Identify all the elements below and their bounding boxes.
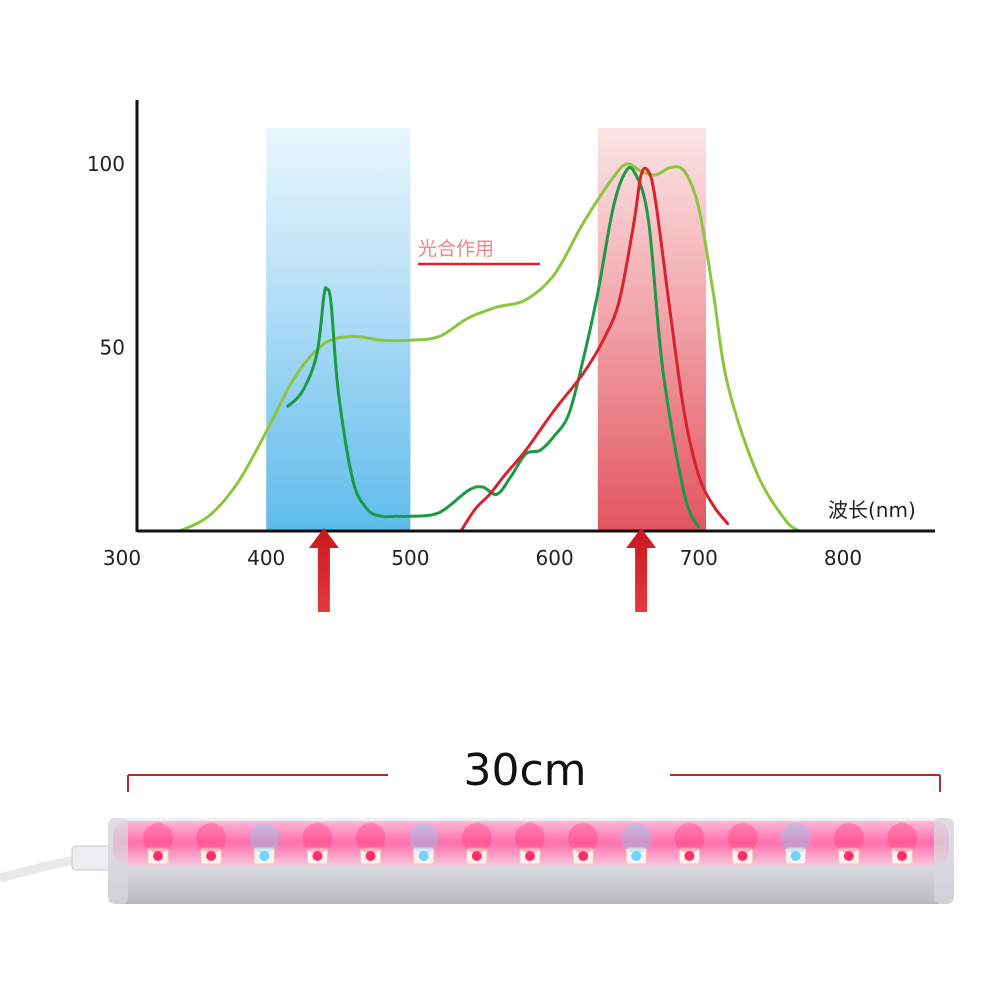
length-label: 30cm [463,745,586,796]
band-630-705 [597,128,707,531]
y-tick-label: 100 [87,152,125,176]
tube-end-right [934,818,954,904]
led-chip [249,823,280,865]
led-chip [461,823,492,865]
band-arrow [308,528,339,612]
led-row [143,823,917,865]
x-tick-labels: 300 400 500 600 700 800 [103,546,862,570]
band-400-500 [266,128,411,531]
spectrum-chart: 光合作用 100 50 300 400 500 600 700 800 波长(nm) [87,100,935,612]
series-line-1 [178,162,802,533]
band-arrows [308,528,657,612]
series-lines [178,162,802,533]
led-chip [727,823,758,865]
x-tick-label: 400 [247,546,285,570]
x-axis-label: 波长(nm) [828,498,916,522]
led-tube-image: 30cm [0,745,954,904]
led-chip [515,823,545,865]
led-chip [143,823,173,865]
tube-end-left [108,818,128,904]
led-chip [302,823,333,865]
x-tick-label: 300 [103,546,141,570]
x-tick-label: 700 [680,546,718,570]
led-chip [621,823,652,865]
led-chip [408,823,439,865]
series-line-2 [286,166,701,529]
led-chip [674,823,705,865]
x-tick-label: 600 [536,546,574,570]
band-arrow [626,528,657,612]
x-tick-label: 800 [824,546,862,570]
annotation-label: 光合作用 [418,238,494,260]
y-tick-label: 50 [100,336,125,360]
series-line-3 [459,166,730,533]
led-chip [568,823,599,865]
x-tick-label: 500 [391,546,429,570]
led-chip [780,823,811,865]
y-tick-labels: 100 50 [87,152,125,360]
led-chip [196,823,227,865]
led-chip [355,823,386,865]
led-chip [833,823,864,865]
led-chip [887,823,917,865]
